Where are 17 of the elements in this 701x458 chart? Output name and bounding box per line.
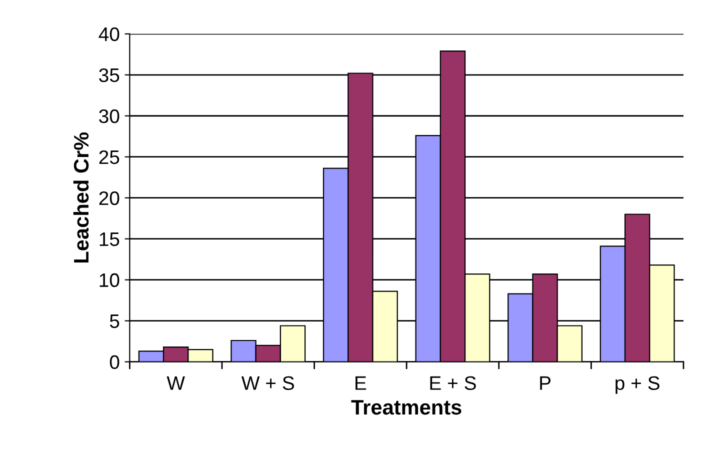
y-tick-label: 30 (99, 109, 120, 124)
y-axis-title: Leached Cr% (73, 132, 89, 262)
y-tick-label: 0 (110, 355, 120, 370)
y-tick-label: 40 (98, 27, 120, 42)
x-tick-label: P (540, 376, 550, 390)
y-tick-label: 10 (100, 273, 120, 288)
x-tick-label: E (356, 376, 366, 390)
x-tick-label: E + S (430, 376, 476, 390)
x-tick-label: p + S (616, 376, 660, 394)
y-tick-label: 20 (99, 191, 120, 206)
y-tick-label: 15 (100, 232, 120, 246)
y-tick-label: 35 (99, 68, 120, 82)
y-tick-label: 5 (110, 314, 120, 328)
y-tick-label: 25 (99, 150, 120, 164)
x-tick-label: W + S (241, 376, 294, 390)
x-axis-title: Treatments (351, 400, 462, 415)
x-tick-label: W (166, 376, 185, 390)
